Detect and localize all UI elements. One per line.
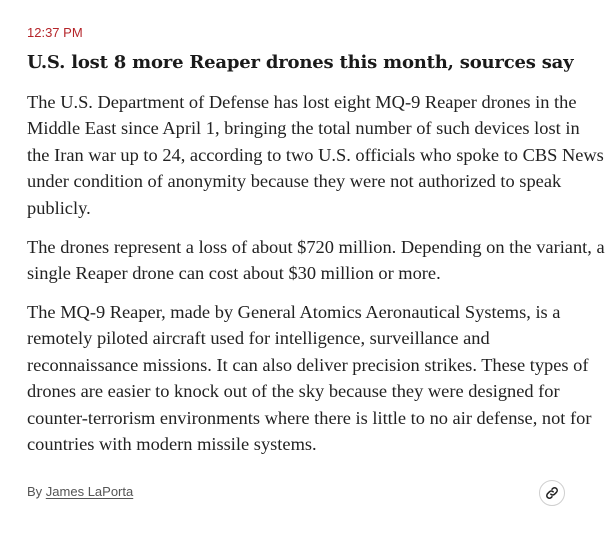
author-link[interactable]: James LaPorta	[45, 484, 134, 499]
byline: By James LaPorta	[27, 484, 133, 500]
copy-link-button[interactable]	[539, 480, 565, 506]
post-paragraph-2: The drones represent a loss of about $72…	[27, 237, 605, 284]
link-icon	[546, 487, 558, 499]
post-timestamp: 12:37 PM	[27, 25, 83, 40]
byline-prefix: By	[27, 484, 43, 499]
post-headline: U.S. lost 8 more Reaper drones this mont…	[27, 52, 574, 73]
post-paragraph-3: The MQ-9 Reaper, made by General Atomics…	[27, 302, 592, 455]
post-paragraph-1: The U.S. Department of Defense has lost …	[27, 92, 604, 218]
